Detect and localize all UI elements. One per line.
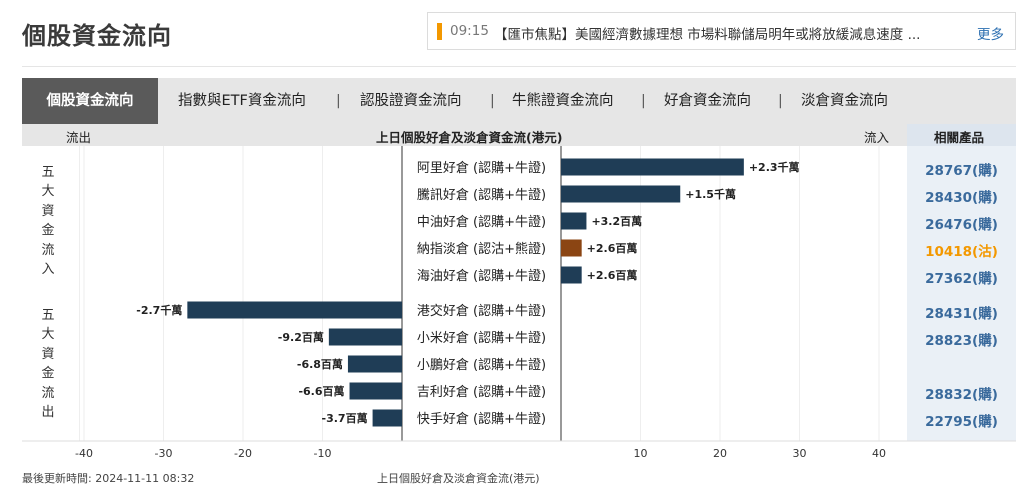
x-tick-label: 20 — [713, 447, 727, 460]
product-link-2[interactable]: 26476(購) — [925, 217, 998, 233]
news-more-link[interactable]: 更多 — [977, 27, 1004, 43]
x-tick-label: -10 — [314, 447, 332, 460]
tab-separator: | — [641, 93, 646, 109]
category-label: 阿里好倉 (認購+牛證) — [417, 160, 546, 176]
product-header-bar — [907, 124, 1016, 146]
group-label-outflow: 五大資金流出 — [41, 308, 55, 421]
last-updated-time: 2024-11-11 08:32 — [95, 472, 195, 485]
product-column — [907, 146, 1016, 441]
news-accent-bar — [437, 23, 442, 40]
x-tick-label: -30 — [155, 447, 173, 460]
bar-value-label: +2.3千萬 — [749, 160, 800, 174]
category-label: 快手好倉 (認購+牛證) — [417, 411, 546, 427]
bar-value-label: -2.7千萬 — [136, 303, 182, 317]
tab-separator: | — [336, 93, 341, 109]
product-link-1[interactable]: 28430(購) — [925, 190, 998, 206]
product-link-0[interactable]: 28767(購) — [925, 163, 998, 179]
news-ticker[interactable]: 09:15 【匯市焦點】美國經濟數據理想 市場料聯儲局明年或將放緩減息速度 ..… — [427, 12, 1016, 50]
category-label: 港交好倉 (認購+牛證) — [417, 303, 546, 319]
tab-separator: | — [778, 93, 783, 109]
category-label: 海油好倉 (認購+牛證) — [417, 268, 546, 284]
category-label: 吉利好倉 (認購+牛證) — [417, 384, 546, 400]
last-updated: 最後更新時間: 2024-11-11 08:32 — [22, 470, 194, 486]
bar-value-label: -6.8百萬 — [297, 357, 343, 371]
last-updated-label: 最後更新時間: — [22, 472, 92, 485]
x-tick-label: -40 — [75, 447, 93, 460]
inflow-header: 流入 — [864, 130, 890, 145]
category-label: 小米好倉 (認購+牛證) — [417, 330, 546, 346]
tab-short-flow[interactable]: 淡倉資金流向 — [801, 93, 888, 109]
bar-value-label: -9.2百萬 — [278, 330, 324, 344]
bar-inflow — [561, 239, 582, 257]
bar-inflow — [561, 158, 744, 176]
tab-index-etf-flow[interactable]: 指數與ETF資金流向 — [178, 93, 306, 109]
category-label: 小鵬好倉 (認購+牛證) — [417, 357, 546, 373]
category-label: 騰訊好倉 (認購+牛證) — [417, 187, 546, 203]
tab-long-flow[interactable]: 好倉資金流向 — [664, 93, 751, 109]
tab-stock-flow[interactable]: 個股資金流向 — [22, 78, 158, 124]
bar-value-label: +2.6百萬 — [587, 241, 638, 255]
chart-header-bar — [22, 124, 907, 146]
bar-outflow — [347, 355, 402, 373]
tab-bar: 個股資金流向 指數與ETF資金流向 | 認股證資金流向 | 牛熊證資金流向 | … — [22, 78, 1016, 124]
title-divider — [22, 66, 1016, 67]
product-link-4[interactable]: 27362(購) — [925, 271, 998, 287]
page-title: 個股資金流向 — [22, 22, 172, 50]
product-link-9[interactable]: 22795(購) — [925, 414, 998, 430]
x-tick-label: 40 — [872, 447, 886, 460]
bar-outflow — [187, 301, 402, 319]
bar-outflow — [372, 409, 402, 427]
x-axis-caption: 上日個股好倉及淡倉資金流(港元) — [377, 472, 540, 485]
outflow-header: 流出 — [66, 130, 92, 145]
category-label: 中油好倉 (認購+牛證) — [417, 214, 546, 230]
group-label-inflow: 五大資金流入 — [41, 165, 55, 278]
bar-outflow — [349, 382, 402, 400]
news-time: 09:15 — [450, 23, 489, 39]
x-tick-label: 30 — [793, 447, 807, 460]
bar-inflow — [561, 266, 582, 284]
group-label-column — [22, 146, 80, 441]
bar-value-label: -3.7百萬 — [322, 411, 368, 425]
bar-inflow — [561, 185, 681, 203]
bar-value-label: +3.2百萬 — [591, 214, 642, 228]
tab-warrant-flow[interactable]: 認股證資金流向 — [360, 93, 462, 109]
tab-separator: | — [490, 93, 495, 109]
bar-value-label: +1.5千萬 — [685, 187, 736, 201]
bar-inflow — [561, 212, 587, 230]
product-link-8[interactable]: 28832(購) — [925, 387, 998, 403]
bar-outflow — [328, 328, 402, 346]
product-link-3[interactable]: 10418(沽) — [925, 244, 998, 260]
chart-header-title: 上日個股好倉及淡倉資金流(港元) — [376, 130, 563, 145]
bar-value-label: -6.6百萬 — [298, 384, 344, 398]
category-label: 納指淡倉 (認沽+熊證) — [417, 241, 546, 257]
products-header: 相關產品 — [934, 130, 985, 145]
tab-cbbc-flow[interactable]: 牛熊證資金流向 — [512, 93, 614, 109]
bar-value-label: +2.6百萬 — [587, 268, 638, 282]
x-tick-label: -20 — [234, 447, 252, 460]
product-link-5[interactable]: 28431(購) — [925, 306, 998, 322]
x-tick-label: 10 — [634, 447, 648, 460]
product-link-6[interactable]: 28823(購) — [925, 333, 998, 349]
